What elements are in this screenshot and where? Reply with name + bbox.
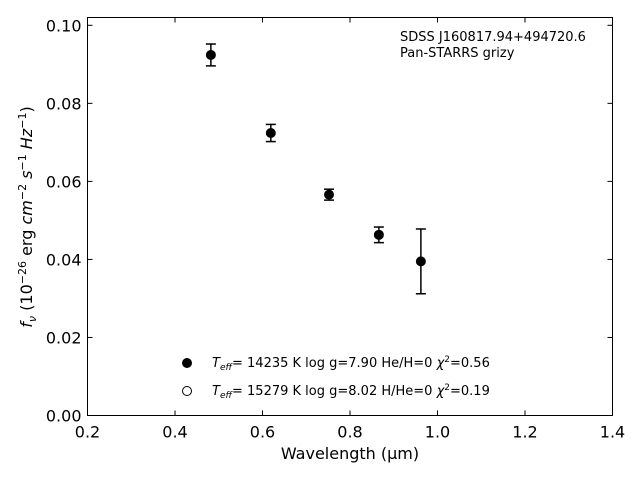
y-label-exp3: −1 — [16, 154, 29, 170]
y-label-nu: ν — [26, 316, 39, 322]
annotation-survey: Pan-STARRS grizy — [400, 46, 515, 61]
annotation-object: SDSS J160817.94+494720.6 — [400, 30, 586, 45]
x-tick-label: 1.4 — [600, 423, 625, 442]
y-label-exp2: −2 — [16, 184, 29, 200]
y-tick-label: 0.02 — [46, 328, 82, 347]
y-label-s: s — [17, 171, 36, 184]
x-tick-label: 1.0 — [425, 423, 450, 442]
y-tick-label: 0.04 — [46, 250, 82, 269]
legend-entry-1: Teff= 14235 K log g=7.90 He/H=0 χ2=0.56 — [212, 355, 490, 373]
y-label-f: f — [17, 320, 36, 328]
y-tick-label: 0.10 — [46, 16, 82, 35]
y-label-exp1: −26 — [16, 261, 29, 284]
data-point — [324, 189, 334, 200]
y-label-open: (10 — [17, 284, 36, 316]
x-tick-label: 0.8 — [337, 423, 362, 442]
y-label-close: ) — [17, 106, 36, 112]
y-label-hz: Hz — [17, 128, 36, 154]
x-axis-label: Wavelength (μm) — [281, 444, 419, 463]
y-tick-label: 0.08 — [46, 94, 82, 113]
data-marks — [205, 43, 426, 295]
y-label-cm: cm — [17, 200, 36, 224]
data-point — [415, 256, 426, 267]
y-tick-label: 0.06 — [46, 172, 82, 191]
y-label-erg: erg — [17, 225, 36, 261]
x-tick-label: 0.6 — [250, 423, 275, 442]
data-point — [205, 49, 216, 60]
y-tick-label: 0.00 — [46, 407, 82, 426]
y-axis-label: fν (10−26 erg cm−2 s−1 Hz−1) — [16, 106, 39, 327]
x-tick-label: 0.4 — [162, 423, 187, 442]
y-label-exp4: −1 — [16, 113, 29, 129]
x-tick-label: 0.2 — [75, 423, 100, 442]
plot-frame — [87, 17, 613, 416]
legend-entry-2: Teff= 15279 K log g=8.02 H/He=0 χ2=0.19 — [212, 383, 490, 401]
tick-group: 0.2 0.4 0.6 0.8 1.0 1.2 1.4 0.00 0.02 0.04 0.06 0.0… — [46, 16, 625, 441]
data-point — [265, 127, 276, 138]
x-tick-label: 1.2 — [512, 423, 537, 442]
legend-marker-open — [182, 386, 192, 396]
legend-marker-filled — [182, 358, 192, 368]
legend: Teff= 14235 K log g=7.90 He/H=0 χ2=0.56 … — [182, 355, 490, 401]
data-point — [373, 229, 384, 240]
